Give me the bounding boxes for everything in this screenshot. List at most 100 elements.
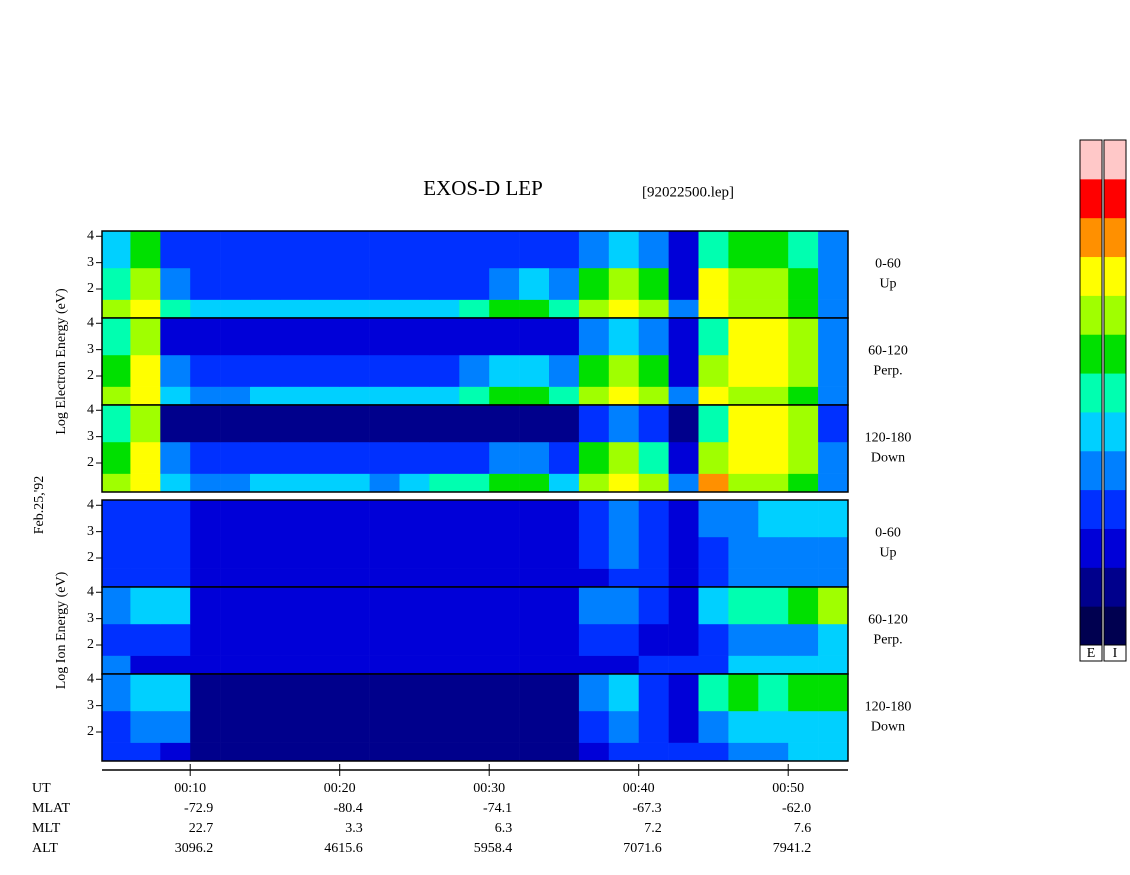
spectrogram-cell	[160, 405, 191, 443]
spectrogram-cell	[459, 441, 490, 474]
spectrogram-cell	[369, 674, 400, 712]
spectrogram-cell	[190, 674, 221, 712]
spectrogram-cell	[160, 536, 191, 569]
spectrogram-cell	[818, 587, 849, 625]
spectrogram-cell	[130, 473, 161, 493]
spectrogram-cell	[788, 231, 819, 269]
y-tick-label: 3	[87, 255, 94, 270]
spectrogram-cell	[190, 742, 221, 762]
y-tick-label: 2	[87, 281, 94, 296]
colorbar-step	[1104, 295, 1126, 335]
spectrogram-cell	[728, 267, 759, 300]
spectrogram-cell	[758, 500, 789, 538]
spectrogram-cell	[728, 536, 759, 569]
spectrogram-cell	[519, 710, 550, 743]
ephemeris-value: -62.0	[782, 801, 811, 816]
spectrogram-cell	[339, 386, 370, 406]
spectrogram-cell	[220, 354, 251, 387]
spectrogram-cell	[578, 655, 610, 675]
spectrogram-cell	[160, 267, 191, 300]
spectrogram-cell	[339, 587, 370, 625]
spectrogram-cell	[220, 568, 251, 588]
spectrogram-cell	[190, 441, 221, 474]
ephemeris-value: 4615.6	[324, 841, 363, 856]
spectrogram-cell	[369, 267, 400, 300]
spectrogram-cell	[160, 655, 191, 675]
spectrogram-cell	[399, 710, 430, 743]
spectrogram-cell	[578, 354, 610, 387]
spectrogram-cell	[549, 299, 580, 319]
spectrogram-cell	[549, 623, 580, 656]
spectrogram-cell	[160, 568, 191, 588]
spectrogram-cell	[279, 386, 311, 406]
spectrogram-cell	[459, 536, 490, 569]
spectrogram-cell	[429, 674, 460, 712]
spectrogram-cell	[250, 354, 281, 387]
spectrogram-cell	[638, 568, 669, 588]
spectrogram-cell	[758, 267, 789, 300]
spectrogram-cell	[489, 742, 520, 762]
spectrogram-cell	[578, 710, 610, 743]
spectrogram-cell	[279, 441, 311, 474]
chart-subtitle: [92022500.lep]	[642, 184, 734, 200]
spectrogram-cell	[788, 568, 819, 588]
colorbar-step	[1104, 411, 1126, 452]
angle-label: 0-60	[875, 257, 901, 272]
y-tick-label: 4	[87, 671, 94, 686]
spectrogram-cell	[250, 710, 281, 743]
spectrogram-cell	[459, 405, 490, 443]
spectrogram-cell	[489, 473, 520, 493]
spectrogram-cell	[250, 568, 281, 588]
y-tick-label: 3	[87, 611, 94, 626]
spectrogram-cell	[250, 674, 281, 712]
spectrogram-cell	[309, 405, 341, 443]
spectrogram-cell	[459, 623, 490, 656]
spectrogram-cell	[309, 742, 341, 762]
colorbar-step	[1080, 373, 1102, 413]
spectrogram-cell	[250, 500, 281, 538]
spectrogram-cell	[399, 473, 430, 493]
spectrogram-cell	[728, 587, 759, 625]
colorbar-step	[1104, 489, 1126, 529]
spectrogram-cell	[429, 299, 460, 319]
spectrogram-cell	[190, 623, 221, 656]
ephemeris-value: 6.3	[495, 821, 513, 836]
spectrogram-cell	[429, 318, 460, 356]
spectrogram-cell	[250, 655, 281, 675]
spectrogram-cell	[638, 318, 669, 356]
y-tick-label: 2	[87, 550, 94, 565]
spectrogram-cell	[220, 386, 251, 406]
spectrogram-cell	[399, 655, 430, 675]
spectrogram-cell	[399, 405, 430, 443]
spectrogram-cell	[758, 299, 789, 319]
spectrogram-cell	[309, 674, 341, 712]
spectrogram-cell	[519, 742, 550, 762]
y-tick-label: 3	[87, 342, 94, 357]
direction-label: Perp.	[873, 633, 902, 648]
spectrogram-cell	[638, 405, 669, 443]
spectrogram-cell	[728, 655, 759, 675]
spectrogram-cell	[788, 623, 819, 656]
colorbar-step	[1080, 606, 1102, 646]
colorbar-step	[1104, 606, 1126, 646]
spectrogram-cell	[758, 710, 789, 743]
spectrogram-cell	[788, 655, 819, 675]
spectrogram-cell	[818, 742, 849, 762]
spectrogram-cell	[220, 441, 251, 474]
spectrogram-cell	[309, 655, 341, 675]
spectrogram-cell	[728, 623, 759, 656]
spectrogram-cell	[668, 568, 699, 588]
spectrogram-cell	[369, 568, 400, 588]
spectrogram-cell	[549, 386, 580, 406]
colorbar-step	[1080, 411, 1102, 452]
spectrogram-cell	[728, 742, 759, 762]
ephemeris-label: ALT	[32, 841, 58, 856]
spectrogram-cell	[698, 405, 729, 443]
spectrogram-cell	[608, 623, 640, 656]
spectrogram-cell	[369, 386, 400, 406]
spectrogram-cell	[220, 710, 251, 743]
spectrogram-cell	[698, 299, 729, 319]
spectrogram-cell	[728, 441, 759, 474]
spectrogram-cell	[818, 231, 849, 269]
